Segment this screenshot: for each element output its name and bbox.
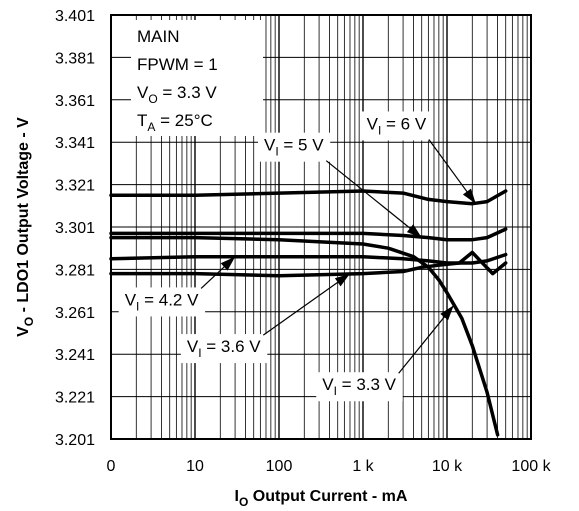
test-conditions: MAIN FPWM = 1 VO = 3.3 V TA = 25°C [131, 20, 263, 136]
leader-line [262, 273, 351, 336]
conditions-background [131, 20, 263, 136]
series-line-1 [109, 189, 508, 206]
y-tick-label: 3.201 [55, 432, 95, 449]
svg-text:VI = 3.6 V: VI = 3.6 V [187, 337, 261, 360]
y-tick-label: 3.401 [55, 8, 95, 25]
y-axis-title: VO - LDO1 Output Voltage - V [15, 117, 36, 337]
y-tick-label: 3.221 [55, 390, 95, 407]
series-label-5: VI = 3.3 V [316, 305, 455, 402]
x-tick-label: 10 [186, 458, 204, 475]
label-background [180, 334, 268, 364]
condition-line: MAIN [137, 27, 180, 46]
x-tick-label: 0 [107, 458, 116, 475]
condition-line: VO = 3.3 V [137, 83, 217, 106]
y-tick-label: 3.321 [55, 178, 95, 195]
y-tick-label: 3.361 [55, 93, 95, 110]
label-background [118, 287, 206, 317]
series-line-2 [109, 227, 508, 242]
annotation-layer: VI = 6 V VI = 5 V VI = 4.2 V VI = 3.6 V VI =… [118, 111, 477, 402]
y-tick-label: 3.241 [55, 347, 95, 364]
condition-line: TA = 25°C [137, 111, 213, 134]
leader-line [325, 160, 423, 239]
x-tick-label: 100 k [511, 458, 551, 475]
arrowhead [334, 273, 350, 287]
series-layer [109, 189, 508, 437]
x-tick-label: 10 k [432, 458, 463, 475]
y-tick-label: 3.301 [55, 220, 95, 237]
arrowhead [220, 256, 236, 271]
series-label-1: VI = 6 V [360, 111, 477, 205]
svg-text:VI = 6 V: VI = 6 V [367, 114, 427, 137]
x-tick-label: 100 [266, 458, 293, 475]
plot-frame [110, 14, 532, 440]
arrowhead [440, 305, 454, 321]
condition-line: FPWM = 1 [137, 55, 218, 74]
label-background [258, 132, 331, 162]
x-axis-title: IO Output Current - mA [235, 488, 408, 509]
y-tick-labels: 3.401 3.381 3.361 3.341 3.321 3.301 3.281 3.261… [55, 8, 95, 449]
svg-text:VI = 3.3 V: VI = 3.3 V [322, 375, 396, 398]
y-tick-label: 3.261 [55, 305, 95, 322]
x-tick-label: 1 k [352, 458, 374, 475]
arrowhead [406, 224, 422, 238]
label-background [360, 111, 433, 141]
series-line-5 [109, 235, 500, 437]
y-tick-label: 3.341 [55, 135, 95, 152]
y-tick-label: 3.381 [55, 50, 95, 67]
arrowhead [462, 188, 476, 204]
svg-text:VI = 5 V: VI = 5 V [264, 136, 324, 159]
y-tick-label: 3.281 [55, 262, 95, 279]
series-line-4 [109, 250, 508, 278]
series-label-3: VI = 4.2 V [118, 256, 236, 317]
series-label-4: VI = 3.6 V [180, 273, 351, 364]
label-background [316, 372, 403, 402]
x-tick-labels: 0 10 100 1 k 10 k 100 k [107, 458, 552, 475]
series-label-2: VI = 5 V [258, 132, 423, 239]
svg-text:VI = 4.2 V: VI = 4.2 V [125, 290, 199, 313]
